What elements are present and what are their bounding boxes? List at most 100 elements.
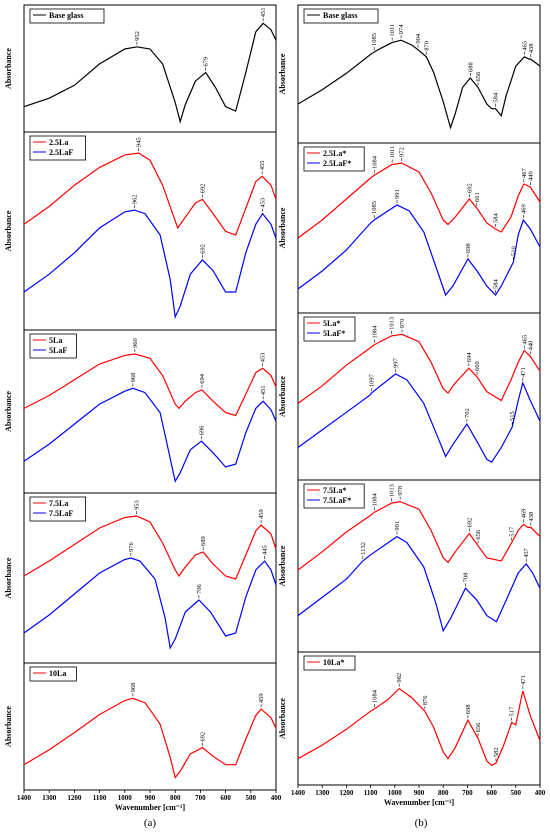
legend-box [303,483,365,509]
legend-box [29,8,105,24]
peak-label: 1013 [389,484,396,497]
peak-label: 440 [527,341,534,351]
legend-entry: 2.5La* [323,149,346,158]
peak-label: 904 [415,33,422,44]
peak-label: 471 [520,675,527,685]
peak-label: 1084 [371,492,378,506]
y-axis-label: Absorbance [278,545,287,586]
panel-frame [297,651,541,786]
legend-box [303,8,379,24]
legend-entry: 10La* [323,658,344,667]
x-axis: 1400 1300 1200 1100 1000 900 800 700 600 500 400 Wa… [291,785,546,807]
x-tick-label: 400 [271,794,282,802]
peak-label: 692 [466,183,473,193]
peak-label: 515 [509,411,516,421]
peak-label: 876 [422,695,429,706]
peak-label: 438 [528,43,535,53]
peak-label: 465 [521,335,528,345]
series-line [23,515,277,580]
peak-label: 708 [462,572,469,582]
legend-entry: 7.5La* [323,486,346,495]
legend: 7.5La*7.5LaF* [303,483,365,509]
panel-b-2: Absorbance 2.5La*2.5LaF* 1084 1011 972 692661… [278,142,541,314]
peak-label: 692 [199,732,206,742]
peak-label: 445 [262,545,269,555]
x-tick-label: 1400 [291,789,306,797]
peak-label: 517 [509,706,516,717]
x-tick-label: 800 [438,789,449,797]
y-axis-label: Absorbance [278,376,287,417]
y-axis-label: Absorbance [278,53,287,94]
legend-entry: Base glass [323,11,357,20]
peak-label: 1011 [389,146,396,159]
x-tick-label: 800 [170,794,181,802]
peak-label: 692 [466,518,473,528]
legend-entry: 10La [49,669,66,678]
legend: 10La* [303,655,356,671]
legend-entry: 5LaF [49,346,67,355]
series-line [297,500,541,571]
x-tick-label: 500 [511,789,522,797]
legend-box [29,333,77,359]
x-tick-label: 1100 [93,794,107,802]
x-tick-label: 600 [486,789,497,797]
series-line [23,557,277,650]
peak-label: 1085 [371,33,378,46]
y-axis-label: Absorbance [4,557,13,598]
panel-frame [23,662,277,791]
peak-label: 1084 [371,689,378,703]
y-axis-label: Absorbance [4,48,13,89]
peak-label: 584 [492,213,499,224]
x-axis: 1400 1300 1200 1100 1000 900 800 700 600 500 400 Wa… [17,790,282,812]
panel-caption: (a) [144,817,157,829]
series-line [23,22,277,124]
peak-label: 1097 [368,373,375,387]
x-tick-label: 1200 [339,789,354,797]
legend-box [29,135,86,161]
panel-frame [23,4,277,133]
peak-label: 706 [196,584,203,595]
series-line [297,687,541,767]
peak-label: 694 [466,352,473,363]
legend-box [29,496,86,522]
legend-entry: 2.5LaF [49,148,73,157]
peak-label: 698 [465,704,472,714]
peak-label: 982 [396,673,403,683]
panel-a-1: Absorbance Base glass 952 679 451 [4,4,277,133]
peak-label: 469 [520,204,527,214]
peak-label: 453 [260,198,267,208]
peak-label: 440 [527,171,534,181]
peak-label: 455 [259,161,266,171]
x-axis-label: Wavenumber [cm⁻¹] [115,803,186,812]
x-tick-label: 900 [145,794,156,802]
legend-entry: 7.5La [49,499,68,508]
x-tick-label: 900 [414,789,425,797]
peak-label: 997 [393,358,400,369]
series-line [297,535,541,633]
peak-label: 465 [521,41,528,51]
peak-label: 582 [493,747,500,757]
legend: 2.5La*2.5LaF* [303,146,365,172]
panel-frame [297,4,541,144]
legend-entry: 7.5LaF* [323,496,351,505]
peak-label: 698 [465,243,472,253]
peak-label: 467 [521,168,528,179]
peak-label: 510 [510,246,517,256]
peak-label: 661 [474,192,481,202]
peak-label: 451 [260,8,267,18]
peak-label: 960 [132,338,139,348]
peak-label: 696 [198,425,205,436]
legend-entry: 5LaF* [323,329,345,338]
peak-label: 471 [520,367,527,377]
peak-label: 1011 [389,24,396,37]
legend: Base glass [303,8,379,24]
peak-label: 679 [203,57,210,67]
series-line [23,209,277,320]
legend-box [303,316,356,342]
